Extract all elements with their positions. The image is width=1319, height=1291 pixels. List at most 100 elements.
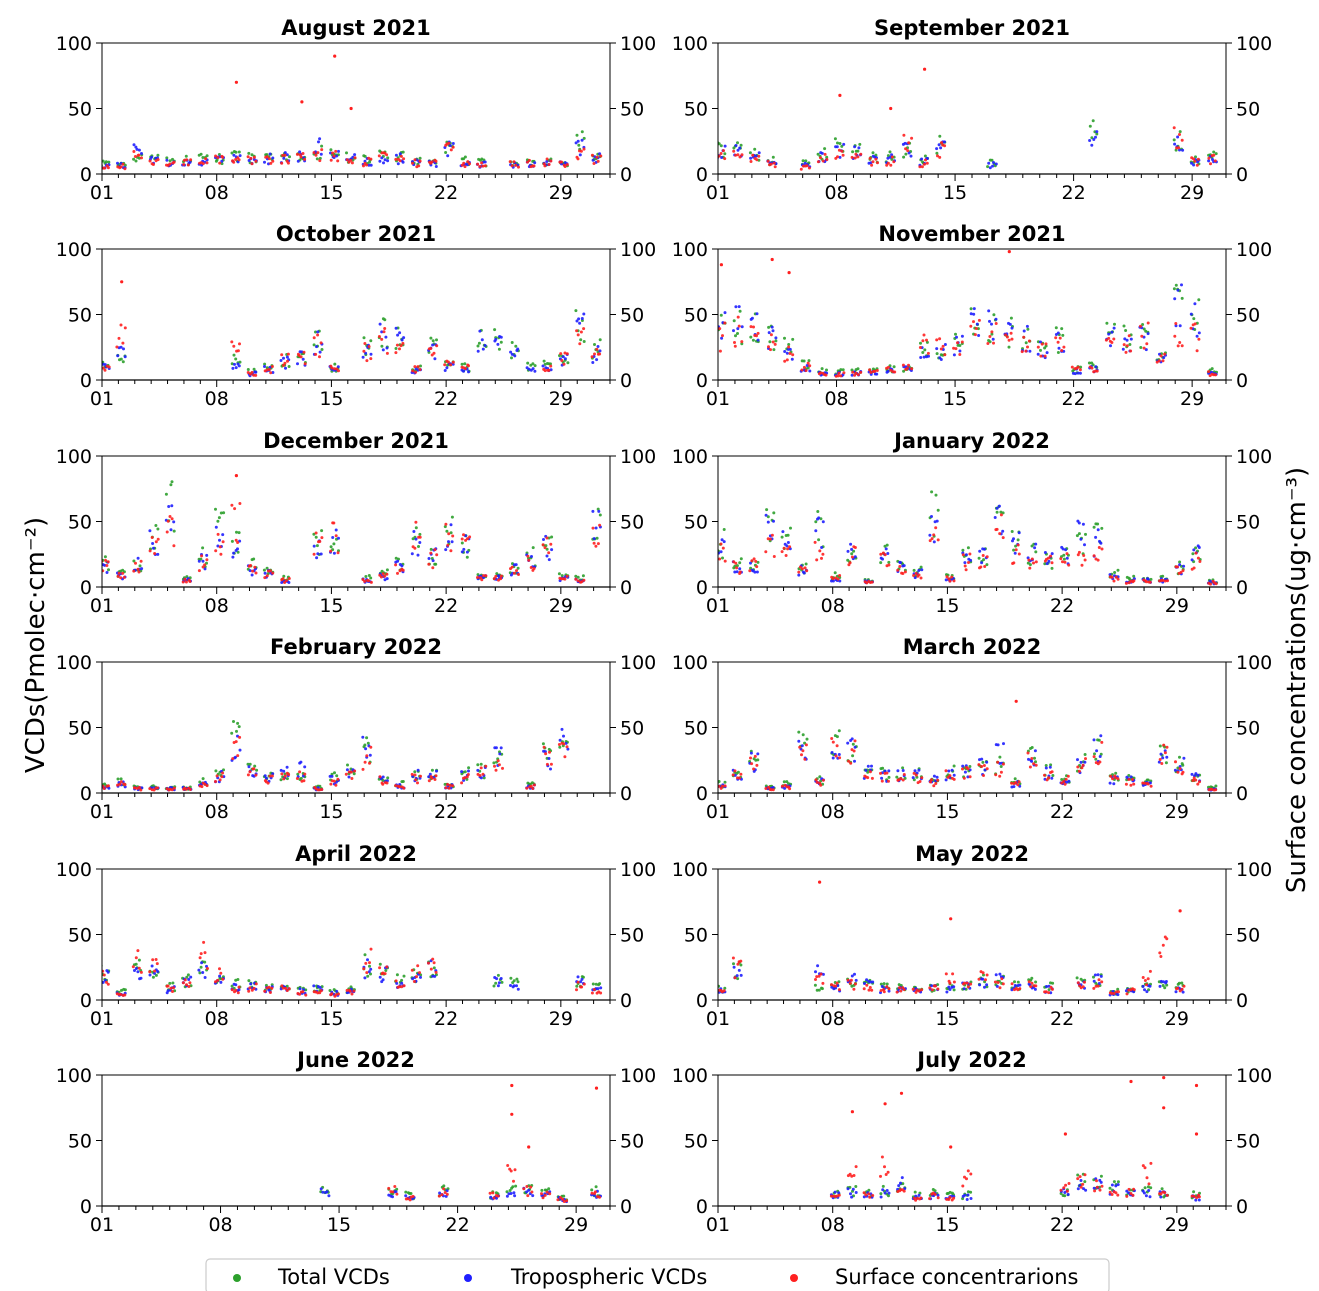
- x-tick-label: 01: [90, 1008, 114, 1030]
- data-point: [463, 776, 467, 780]
- data-point: [1044, 766, 1048, 770]
- data-point: [590, 991, 594, 995]
- data-point: [595, 155, 599, 159]
- data-point: [721, 546, 725, 550]
- data-point: [361, 355, 365, 359]
- data-point: [102, 784, 105, 788]
- data-point: [234, 158, 238, 161]
- data-point: [805, 737, 809, 741]
- data-point: [435, 553, 439, 557]
- data-point: [460, 781, 464, 785]
- data-point: [138, 564, 142, 568]
- data-point: [123, 326, 127, 330]
- data-point: [252, 986, 256, 990]
- data-point: [214, 549, 218, 553]
- data-point: [565, 1199, 569, 1203]
- data-point: [1182, 756, 1186, 760]
- data-point: [859, 152, 863, 156]
- data-point: [955, 335, 958, 339]
- data-point: [235, 729, 238, 733]
- x-tick-label: 15: [943, 182, 967, 204]
- scatter-points: [718, 699, 1218, 792]
- data-point: [168, 162, 172, 166]
- data-point: [1094, 365, 1098, 369]
- data-point: [383, 972, 387, 976]
- y-tick-label: 0: [80, 370, 92, 392]
- data-point: [394, 784, 398, 788]
- data-point: [467, 370, 470, 374]
- data-point: [378, 322, 382, 326]
- data-point: [961, 764, 965, 768]
- data-point: [510, 341, 514, 344]
- data-point: [332, 154, 336, 158]
- data-point: [1116, 577, 1120, 581]
- data-point: [314, 531, 318, 535]
- data-point: [492, 577, 496, 581]
- data-point: [999, 770, 1003, 774]
- data-point: [968, 775, 972, 779]
- data-point: [1027, 757, 1030, 761]
- y-tick-label-right: 0: [620, 577, 632, 599]
- data-point: [902, 564, 906, 568]
- data-point: [739, 959, 743, 963]
- data-point: [1076, 1173, 1080, 1177]
- data-point: [156, 527, 160, 531]
- data-point: [363, 154, 367, 158]
- data-point: [804, 159, 808, 163]
- data-point: [206, 967, 209, 970]
- data-point: [734, 153, 738, 157]
- data-point: [718, 154, 721, 158]
- data-point: [824, 373, 828, 377]
- data-point: [365, 163, 368, 167]
- data-point: [248, 762, 252, 766]
- data-point: [1195, 349, 1199, 353]
- data-point: [1076, 765, 1080, 769]
- data-point: [882, 982, 886, 986]
- data-point: [1026, 751, 1030, 755]
- data-point: [116, 354, 120, 358]
- data-point: [737, 968, 741, 972]
- data-point: [1022, 335, 1026, 339]
- data-point: [1146, 977, 1150, 981]
- data-point: [189, 975, 193, 979]
- data-point: [718, 557, 722, 561]
- data-point: [545, 554, 549, 558]
- data-point: [168, 515, 172, 518]
- data-point: [789, 526, 792, 530]
- data-point: [1092, 554, 1096, 558]
- data-point: [1083, 980, 1086, 984]
- x-tick-label: 15: [935, 1008, 959, 1030]
- data-point: [1054, 326, 1058, 330]
- data-point: [253, 764, 257, 768]
- x-tick-label: 01: [706, 182, 730, 204]
- data-point: [410, 968, 414, 972]
- data-point: [547, 1187, 551, 1191]
- data-point: [102, 980, 105, 984]
- data-point: [203, 951, 207, 955]
- data-point: [944, 578, 948, 582]
- data-point: [448, 144, 452, 148]
- data-point: [897, 1184, 901, 1188]
- data-point: [895, 990, 899, 994]
- data-point: [281, 986, 285, 990]
- data-point: [102, 973, 106, 977]
- data-point: [1180, 987, 1184, 991]
- data-point: [901, 778, 905, 782]
- data-point: [1209, 162, 1212, 166]
- data-point: [172, 786, 176, 790]
- data-point: [807, 359, 811, 363]
- y-tick-label-right: 100: [620, 239, 656, 261]
- data-point: [1083, 1180, 1087, 1184]
- data-point: [408, 1198, 412, 1202]
- data-point: [952, 353, 956, 357]
- data-point: [853, 739, 857, 743]
- data-point: [1196, 157, 1200, 161]
- data-point: [447, 141, 451, 145]
- data-point: [934, 782, 938, 785]
- data-point: [749, 756, 752, 760]
- data-point: [285, 777, 289, 781]
- data-point: [1043, 551, 1047, 554]
- data-point: [394, 153, 398, 157]
- data-point: [527, 158, 531, 162]
- data-point: [107, 160, 111, 164]
